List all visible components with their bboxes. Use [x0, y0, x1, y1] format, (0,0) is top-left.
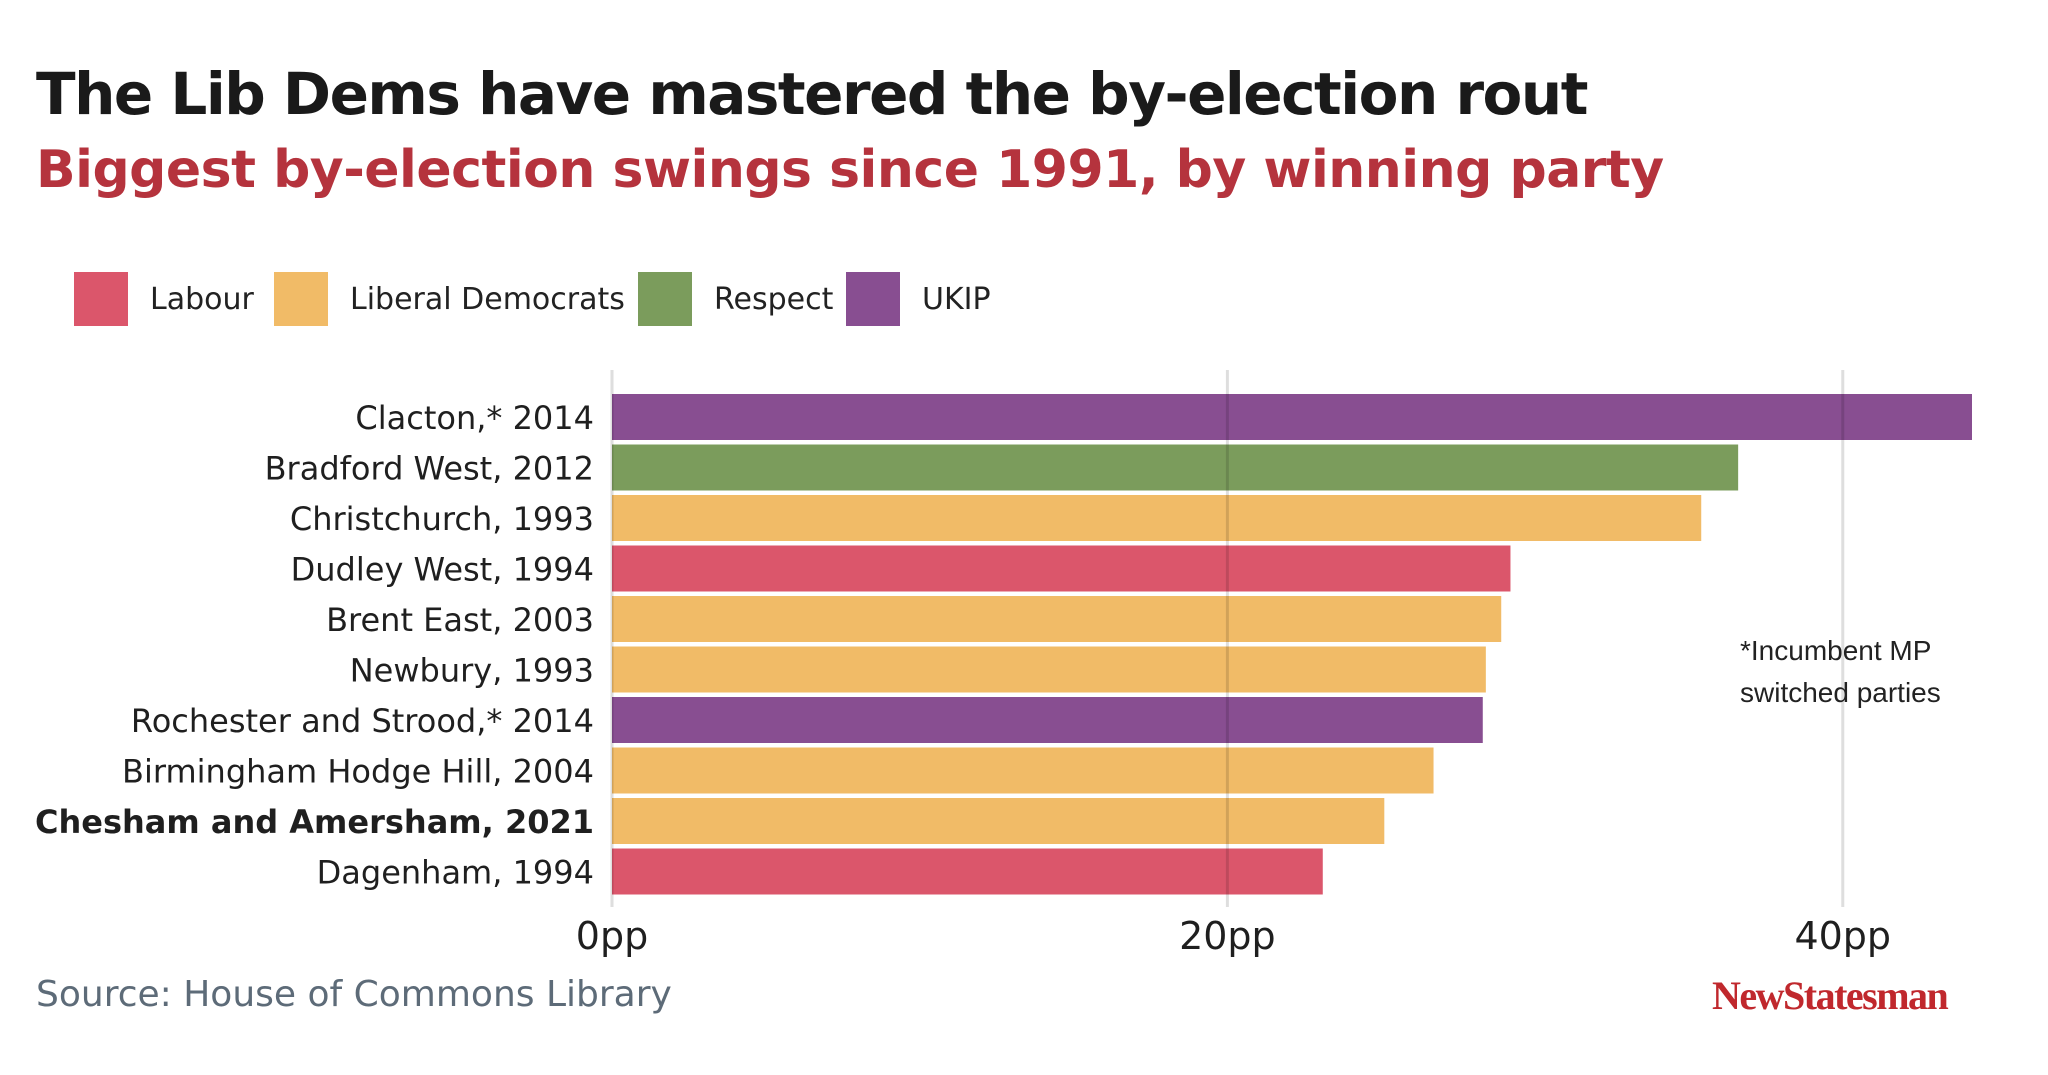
bar	[612, 697, 1483, 743]
bar	[612, 747, 1434, 794]
chart-subtitle: Biggest by-election swings since 1991, b…	[36, 140, 1664, 200]
bar	[612, 394, 1972, 440]
category-label: Clacton,* 2014	[355, 399, 594, 437]
legend-swatch-liberal-democrats	[274, 272, 328, 326]
category-label: Chesham and Amersham, 2021	[35, 803, 594, 841]
bar	[612, 798, 1385, 844]
legend-swatch-labour	[74, 272, 128, 326]
category-label: Dagenham, 1994	[317, 854, 594, 892]
bar	[612, 545, 1511, 592]
footnote-incumbent: *Incumbent MP switched parties	[1740, 630, 2000, 714]
category-label: Christchurch, 1993	[290, 500, 594, 538]
bar-chart: Clacton,* 2014 Bradford West, 2012 Christc…	[35, 370, 1972, 958]
bar	[612, 596, 1502, 642]
bar	[612, 848, 1323, 895]
x-tick-label: 40pp	[1794, 914, 1891, 958]
x-tick-label: 0pp	[576, 914, 648, 958]
brand-logo: NewStatesman	[1712, 973, 1949, 1018]
chart-title: The Lib Dems have mastered the by-electi…	[36, 60, 1588, 128]
footnote-line-1: *Incumbent MP	[1740, 635, 1932, 666]
legend-label-ukip: UKIP	[922, 282, 991, 317]
legend-label-liberal-democrats: Liberal Democrats	[350, 282, 625, 317]
legend-swatch-ukip	[846, 272, 900, 326]
category-label: Newbury, 1993	[350, 652, 594, 690]
source-note: Source: House of Commons Library	[36, 974, 672, 1015]
legend-label-respect: Respect	[714, 282, 834, 317]
footnote-line-2: switched parties	[1740, 677, 1941, 708]
legend-label-labour: Labour	[150, 282, 254, 317]
category-label: Brent East, 2003	[326, 601, 594, 639]
category-label: Rochester and Strood,* 2014	[131, 702, 594, 740]
category-label: Birmingham Hodge Hill, 2004	[122, 753, 594, 791]
legend-swatch-respect	[638, 272, 692, 326]
bar	[612, 646, 1486, 693]
bar	[612, 444, 1739, 491]
category-label: Bradford West, 2012	[265, 450, 594, 488]
category-label: Dudley West, 1994	[291, 551, 594, 589]
x-tick-label: 20pp	[1179, 914, 1276, 958]
bar	[612, 495, 1702, 541]
